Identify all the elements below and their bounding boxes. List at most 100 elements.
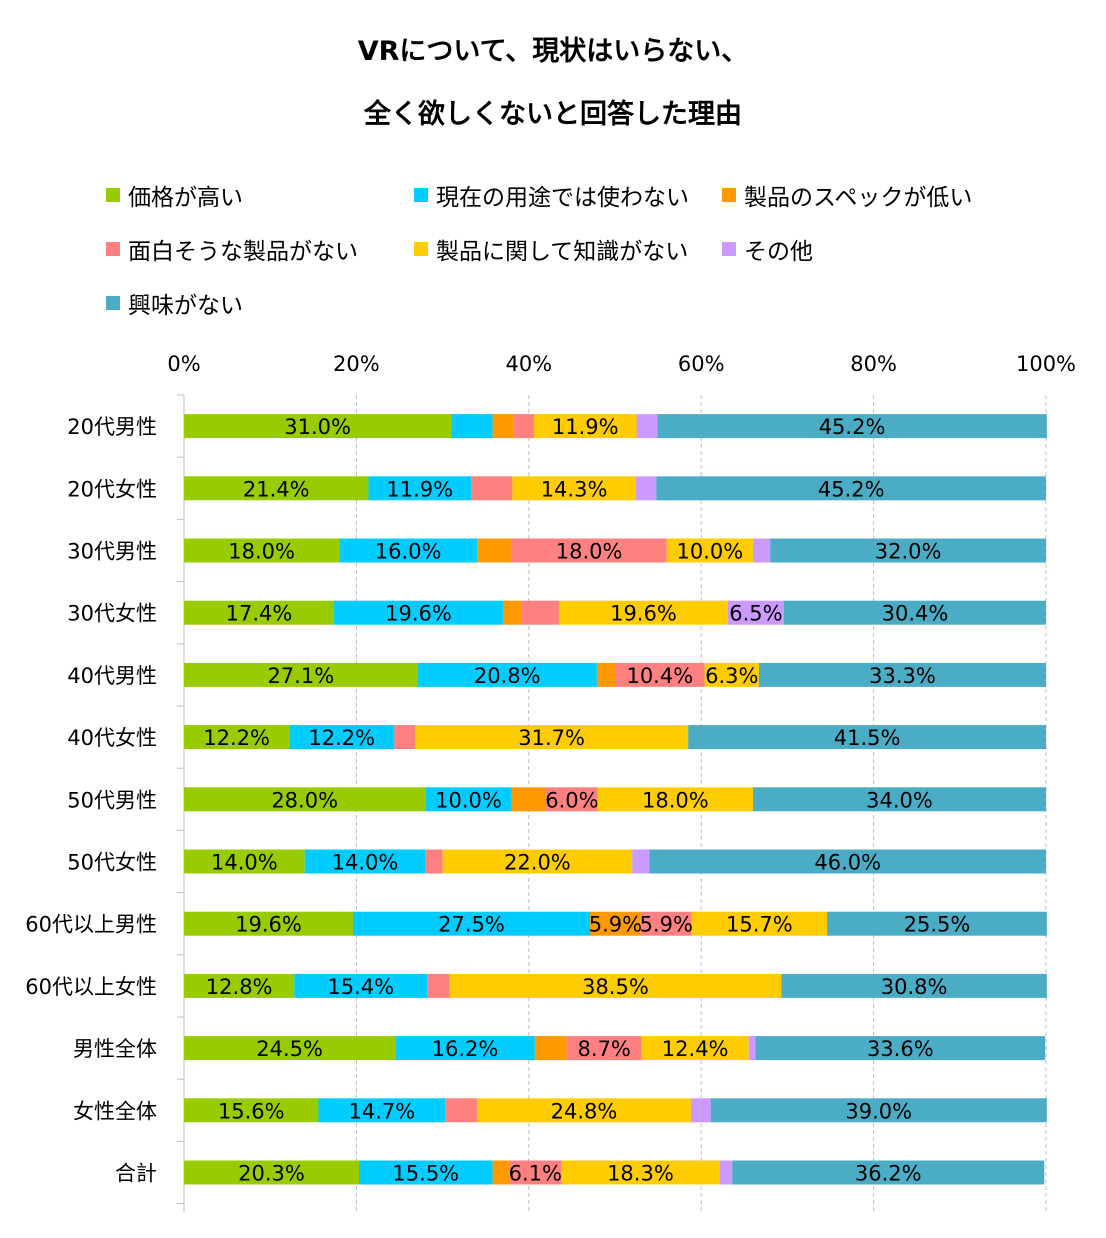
data-label: 10.0% bbox=[435, 788, 502, 812]
data-label: 18.0% bbox=[228, 540, 295, 564]
bar-segment bbox=[477, 538, 512, 563]
legend-swatch bbox=[106, 296, 120, 310]
data-label: 28.0% bbox=[271, 788, 338, 812]
data-label: 6.5% bbox=[729, 602, 782, 626]
bar-segment bbox=[184, 911, 353, 936]
chart-title-line-1: VRについて、現状はいらない、 bbox=[357, 36, 749, 67]
bar-segment bbox=[827, 911, 1047, 936]
data-label: 33.3% bbox=[869, 664, 936, 688]
bar-segment bbox=[561, 1160, 720, 1185]
legend-label: 価格が高い bbox=[128, 185, 243, 211]
data-label: 14.0% bbox=[211, 851, 278, 875]
bar-segment bbox=[690, 1098, 711, 1123]
bar-segment bbox=[184, 414, 452, 439]
bar-segment bbox=[184, 973, 295, 998]
bar-segment bbox=[512, 476, 636, 501]
data-label: 12.4% bbox=[662, 1037, 729, 1061]
data-label: 25.5% bbox=[904, 913, 971, 937]
bar-segment bbox=[502, 600, 522, 625]
legend-item: 価格が高い bbox=[106, 180, 243, 211]
data-label: 27.5% bbox=[438, 913, 505, 937]
bar-segment bbox=[425, 787, 512, 812]
data-label: 20.3% bbox=[238, 1162, 305, 1186]
bar-segment bbox=[304, 849, 426, 874]
category-label: 20代男性 bbox=[67, 415, 157, 439]
bar-segment bbox=[445, 1098, 478, 1123]
category-label: 40代女性 bbox=[67, 726, 157, 750]
data-label: 24.8% bbox=[551, 1099, 618, 1123]
legend-item: 製品のスペックが低い bbox=[722, 180, 972, 211]
data-label: 18.3% bbox=[607, 1162, 674, 1186]
data-label: 16.2% bbox=[432, 1037, 499, 1061]
data-label: 46.0% bbox=[814, 851, 881, 875]
bar-segment bbox=[533, 414, 637, 439]
legend-item: 面白そうな製品がない bbox=[106, 234, 358, 265]
bar-segment bbox=[339, 538, 478, 563]
data-label: 19.6% bbox=[610, 602, 677, 626]
bar-segment bbox=[394, 725, 416, 750]
data-label: 5.9% bbox=[640, 913, 693, 937]
bar-segment bbox=[558, 600, 728, 625]
bar-segment bbox=[513, 414, 534, 439]
data-label: 12.2% bbox=[308, 726, 375, 750]
bar-segment bbox=[758, 662, 1046, 687]
category-label: 50代女性 bbox=[67, 851, 157, 875]
bar-segment bbox=[333, 600, 503, 625]
legend-swatch bbox=[722, 242, 736, 256]
bar-segment bbox=[294, 973, 428, 998]
data-label: 12.2% bbox=[203, 726, 270, 750]
bar-segment bbox=[656, 476, 1046, 501]
bar-segment bbox=[657, 414, 1047, 439]
legend-swatch bbox=[414, 188, 428, 202]
data-label: 45.2% bbox=[819, 415, 886, 439]
data-label: 8.7% bbox=[578, 1037, 631, 1061]
bar-segment bbox=[732, 1160, 1045, 1185]
data-label: 11.9% bbox=[386, 477, 453, 501]
data-label: 18.0% bbox=[642, 788, 709, 812]
bar-segment bbox=[752, 538, 771, 563]
legend-item: その他 bbox=[722, 234, 813, 265]
data-label: 6.0% bbox=[545, 788, 598, 812]
data-label: 41.5% bbox=[834, 726, 901, 750]
bar-segment bbox=[704, 662, 759, 687]
legend-label: 現在の用途では使わない bbox=[436, 185, 689, 211]
bar-segment bbox=[636, 414, 658, 439]
bar-segment bbox=[184, 725, 290, 750]
bar-segment bbox=[615, 662, 705, 687]
bar-segment bbox=[748, 1036, 756, 1061]
legend-swatch bbox=[106, 188, 120, 202]
legend-swatch bbox=[722, 188, 736, 202]
data-label: 15.5% bbox=[392, 1162, 459, 1186]
data-label: 14.0% bbox=[332, 851, 399, 875]
bar-segment bbox=[752, 787, 1046, 812]
bar-segment bbox=[451, 414, 493, 439]
bar-segment bbox=[184, 787, 426, 812]
x-tick-label: 60% bbox=[678, 352, 725, 376]
data-label: 24.5% bbox=[256, 1037, 323, 1061]
bar-segment bbox=[710, 1098, 1047, 1123]
bar-segment bbox=[508, 1160, 562, 1185]
legend-item: 興味がない bbox=[106, 288, 243, 319]
category-label: 30代女性 bbox=[67, 602, 157, 626]
bar-segment bbox=[511, 787, 547, 812]
data-label: 34.0% bbox=[866, 788, 933, 812]
bar-segment bbox=[566, 1036, 642, 1061]
bar-segment bbox=[442, 849, 633, 874]
bar-segment bbox=[477, 1098, 691, 1123]
category-label: 50代男性 bbox=[67, 788, 157, 812]
data-label: 18.0% bbox=[556, 540, 623, 564]
legend-label: 面白そうな製品がない bbox=[128, 239, 358, 265]
bar-segment bbox=[691, 911, 828, 936]
bar-segment bbox=[534, 1036, 567, 1061]
bar-segment bbox=[449, 973, 782, 998]
data-label: 31.7% bbox=[518, 726, 585, 750]
data-label: 38.5% bbox=[582, 975, 649, 999]
bar-segment bbox=[597, 787, 753, 812]
data-label: 6.3% bbox=[705, 664, 758, 688]
bar-segment bbox=[427, 973, 450, 998]
bar-segment bbox=[546, 787, 598, 812]
bar-segment bbox=[184, 1160, 359, 1185]
bar-segment bbox=[641, 1036, 749, 1061]
bar-segment bbox=[688, 725, 1046, 750]
bar-segment bbox=[184, 538, 340, 563]
